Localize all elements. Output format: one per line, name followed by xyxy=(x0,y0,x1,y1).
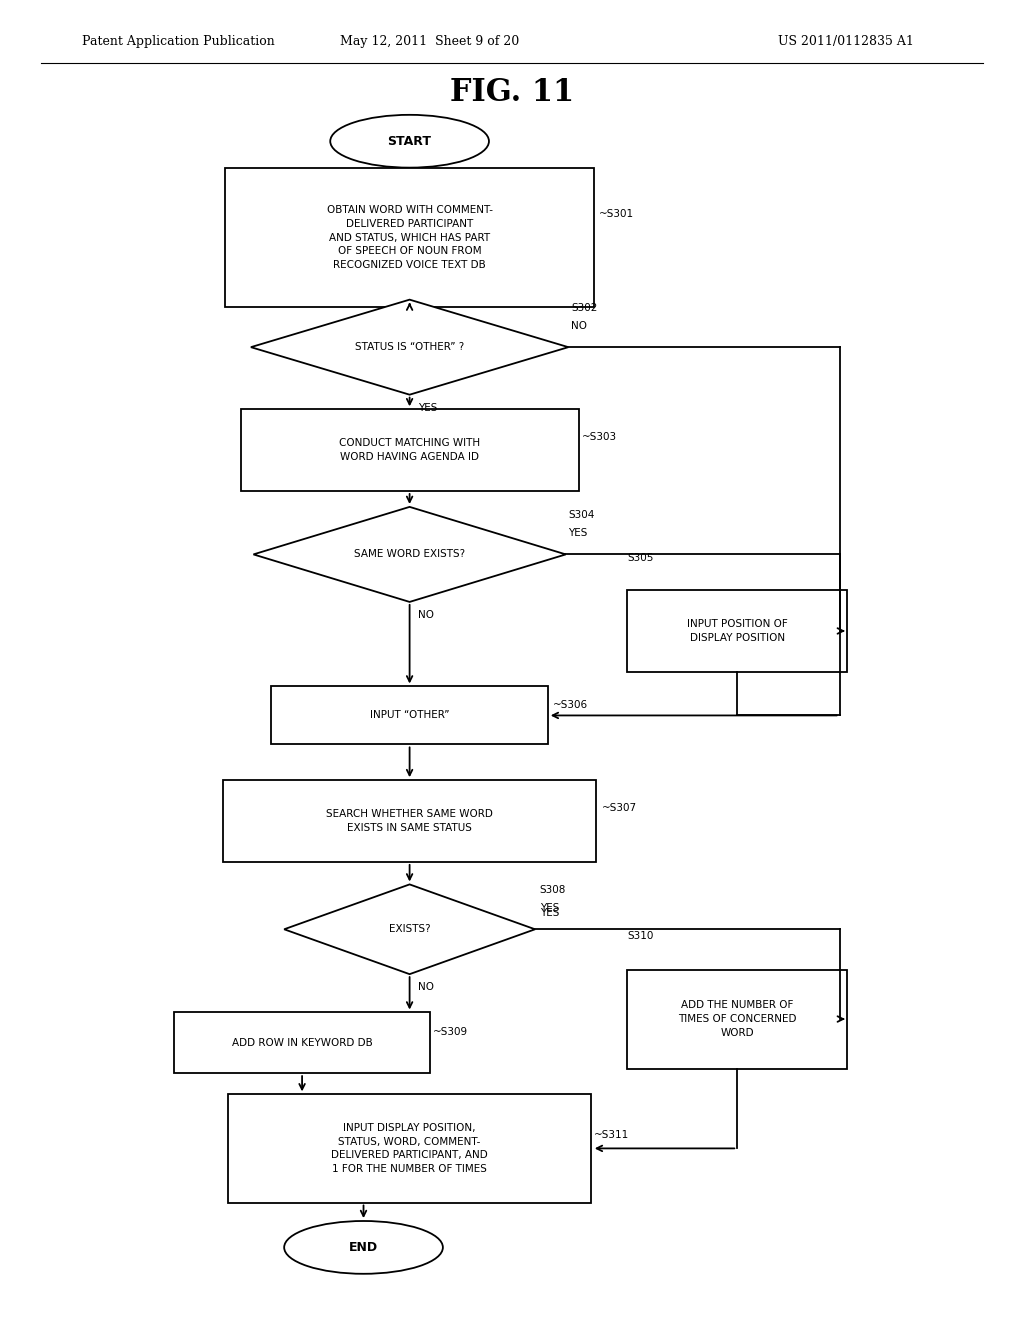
Text: S310: S310 xyxy=(628,931,654,941)
Bar xyxy=(241,409,579,491)
Text: ADD ROW IN KEYWORD DB: ADD ROW IN KEYWORD DB xyxy=(231,1038,373,1048)
Text: START: START xyxy=(388,135,431,148)
Bar xyxy=(225,169,594,308)
Text: ~S307: ~S307 xyxy=(602,803,637,813)
Text: CONDUCT MATCHING WITH
WORD HAVING AGENDA ID: CONDUCT MATCHING WITH WORD HAVING AGENDA… xyxy=(339,438,480,462)
Ellipse shape xyxy=(285,1221,443,1274)
Bar xyxy=(627,969,847,1069)
Text: S308: S308 xyxy=(540,884,566,895)
Text: EXISTS?: EXISTS? xyxy=(389,924,430,935)
Text: NO: NO xyxy=(418,610,434,620)
Text: INPUT “OTHER”: INPUT “OTHER” xyxy=(370,710,450,721)
Bar xyxy=(174,1012,430,1073)
Ellipse shape xyxy=(330,115,489,168)
Bar xyxy=(228,1094,592,1203)
Text: ~S301: ~S301 xyxy=(599,209,634,219)
Polygon shape xyxy=(254,507,565,602)
Text: OBTAIN WORD WITH COMMENT-
DELIVERED PARTICIPANT
AND STATUS, WHICH HAS PART
OF SP: OBTAIN WORD WITH COMMENT- DELIVERED PART… xyxy=(327,206,493,269)
Text: ~S306: ~S306 xyxy=(553,700,588,710)
Text: S305: S305 xyxy=(628,553,654,564)
Text: YES: YES xyxy=(418,403,437,413)
Text: YES: YES xyxy=(568,528,588,539)
Text: INPUT DISPLAY POSITION,
STATUS, WORD, COMMENT-
DELIVERED PARTICIPANT, AND
1 FOR : INPUT DISPLAY POSITION, STATUS, WORD, CO… xyxy=(331,1123,488,1173)
Text: S302: S302 xyxy=(571,302,598,313)
Text: US 2011/0112835 A1: US 2011/0112835 A1 xyxy=(778,34,914,48)
Bar xyxy=(271,686,548,744)
Text: S304: S304 xyxy=(568,510,595,520)
Text: ~S311: ~S311 xyxy=(594,1130,629,1140)
Polygon shape xyxy=(285,884,535,974)
Text: ~S309: ~S309 xyxy=(433,1027,468,1038)
Text: FIG. 11: FIG. 11 xyxy=(450,77,574,108)
Text: STATUS IS “OTHER” ?: STATUS IS “OTHER” ? xyxy=(355,342,464,352)
Text: END: END xyxy=(349,1241,378,1254)
Text: YES: YES xyxy=(540,908,559,919)
Bar xyxy=(223,780,596,862)
Text: NO: NO xyxy=(571,321,588,331)
Text: YES: YES xyxy=(540,903,559,913)
Text: INPUT POSITION OF
DISPLAY POSITION: INPUT POSITION OF DISPLAY POSITION xyxy=(687,619,787,643)
Text: NO: NO xyxy=(418,982,434,993)
Text: SAME WORD EXISTS?: SAME WORD EXISTS? xyxy=(354,549,465,560)
Polygon shape xyxy=(251,300,568,395)
Bar xyxy=(627,590,847,672)
Text: Patent Application Publication: Patent Application Publication xyxy=(82,34,274,48)
Text: ~S303: ~S303 xyxy=(582,432,616,442)
Text: ADD THE NUMBER OF
TIMES OF CONCERNED
WORD: ADD THE NUMBER OF TIMES OF CONCERNED WOR… xyxy=(678,1001,797,1038)
Text: May 12, 2011  Sheet 9 of 20: May 12, 2011 Sheet 9 of 20 xyxy=(340,34,520,48)
Text: SEARCH WHETHER SAME WORD
EXISTS IN SAME STATUS: SEARCH WHETHER SAME WORD EXISTS IN SAME … xyxy=(327,809,493,833)
